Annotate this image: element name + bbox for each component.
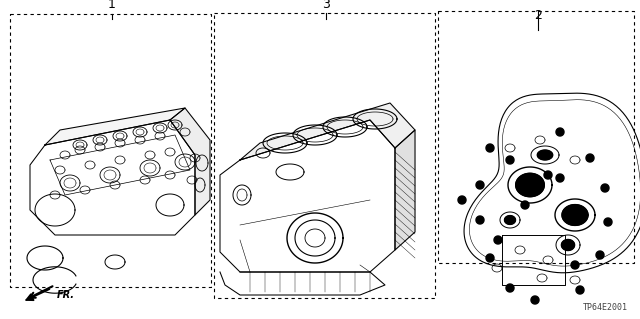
Polygon shape [508, 167, 552, 203]
Polygon shape [30, 120, 195, 235]
Polygon shape [538, 150, 553, 160]
Polygon shape [486, 144, 494, 152]
Polygon shape [240, 103, 415, 160]
Polygon shape [596, 251, 604, 259]
Text: 3: 3 [323, 0, 330, 11]
Polygon shape [395, 130, 415, 250]
Polygon shape [576, 286, 584, 294]
Text: TP64E2001: TP64E2001 [583, 303, 628, 312]
Polygon shape [506, 284, 514, 292]
Polygon shape [544, 171, 552, 179]
Polygon shape [561, 240, 575, 250]
Polygon shape [486, 254, 494, 262]
Polygon shape [45, 108, 185, 145]
Polygon shape [476, 216, 484, 224]
Polygon shape [220, 272, 385, 295]
Polygon shape [556, 174, 564, 182]
Polygon shape [586, 154, 594, 162]
Polygon shape [458, 196, 466, 204]
Polygon shape [562, 204, 588, 226]
Polygon shape [287, 213, 343, 263]
Polygon shape [516, 173, 544, 197]
Text: FR.: FR. [57, 290, 75, 300]
Text: 1: 1 [108, 0, 116, 11]
Polygon shape [555, 199, 595, 231]
Polygon shape [604, 218, 612, 226]
Polygon shape [531, 296, 539, 304]
Polygon shape [170, 108, 210, 215]
Polygon shape [571, 261, 579, 269]
Polygon shape [601, 184, 609, 192]
Polygon shape [220, 120, 395, 272]
Polygon shape [464, 93, 640, 273]
Polygon shape [506, 156, 514, 164]
Polygon shape [531, 146, 559, 164]
Text: 2: 2 [534, 9, 541, 22]
Polygon shape [500, 212, 520, 228]
Polygon shape [494, 236, 502, 244]
Polygon shape [476, 181, 484, 189]
Polygon shape [556, 235, 580, 255]
Polygon shape [504, 216, 515, 224]
Polygon shape [521, 201, 529, 209]
Polygon shape [556, 128, 564, 136]
